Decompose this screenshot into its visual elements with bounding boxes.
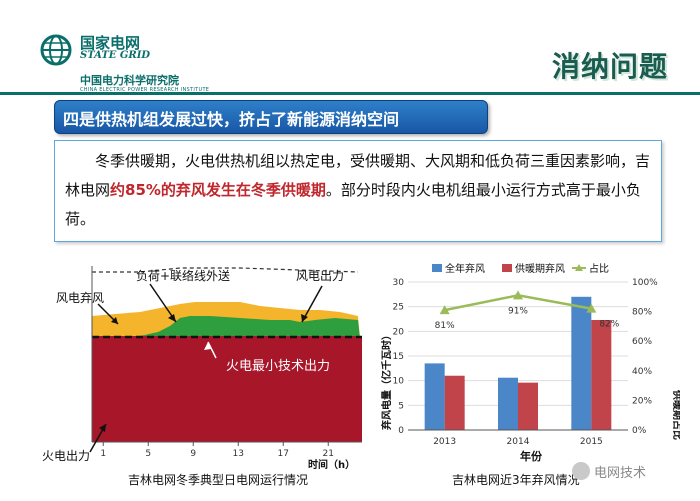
- org-name-cn: 国家电网: [80, 34, 141, 52]
- right-y2-tick-label: 100%: [632, 278, 658, 288]
- legend-marker: [575, 264, 583, 271]
- left-x-tick-label: 17: [278, 449, 289, 459]
- state-grid-logo: 国家电网 STATE GRID 中国电力科学研究院 CHINA ELECTRIC…: [40, 32, 209, 93]
- bar-annual: [498, 377, 518, 430]
- legend-swatch: [502, 264, 512, 272]
- right-caption: 吉林电网近3年弃风情况: [452, 472, 580, 487]
- right-y2-label: 供暖期占比: [671, 389, 680, 440]
- legend-swatch: [432, 264, 442, 272]
- arrow-wind-head: [301, 314, 308, 322]
- right-y2-tick-label: 40%: [632, 367, 652, 377]
- page-title: 消纳问题: [551, 50, 668, 83]
- ratio-point: [439, 305, 450, 315]
- ratio-point: [513, 290, 523, 300]
- watermark-text: 电网技术: [594, 466, 647, 481]
- label-curtail: 风电弃风: [56, 290, 104, 305]
- wechat-icon: [572, 462, 590, 480]
- right-line: 81% 91% 82%: [435, 290, 620, 331]
- ratio-data-label: 91%: [508, 306, 528, 316]
- curtailment-chart: 全年弃风 供暖期弃风 占比 81% 91% 82% 0 5 10 15 20 25 30 0% 20% 4…: [380, 262, 680, 487]
- bar-heating: [444, 375, 465, 430]
- right-x-tick-label: 2015: [580, 437, 603, 447]
- description-box: 冬季供暖期，火电供热机组以热定电，受供暖期、大风期和低负荷三重因素影响，吉林电网…: [54, 140, 662, 242]
- left-caption: 吉林电网冬季典型日电网运行情况: [128, 472, 308, 486]
- right-y-tick-label: 15: [393, 352, 404, 362]
- globe-logo-icon: [40, 34, 72, 66]
- right-y-tick-label: 25: [393, 303, 404, 313]
- institute-name-en: CHINA ELECTRIC POWER RESEARCH INSTITUTE: [80, 87, 210, 93]
- right-x-label: 年份: [520, 449, 543, 463]
- arrow-thermal-head: [99, 424, 106, 432]
- header-divider: [0, 92, 700, 95]
- left-x-tick-label: 21: [323, 449, 334, 459]
- arrow-min: [207, 341, 217, 359]
- left-x-tick-label: 1: [100, 449, 106, 459]
- daily-operation-chart: 1 5 9 13 17 21 风电弃风 负荷+联络线外送 风电出力 火电最小技术出力 火电…: [42, 266, 362, 486]
- left-x-tick-label: 9: [190, 449, 196, 459]
- left-x-label: 时间（h）: [308, 458, 355, 471]
- load-line: [92, 267, 359, 273]
- left-x-tick-label: 5: [145, 449, 151, 459]
- org-name-en: STATE GRID: [80, 50, 151, 61]
- institute-name-cn: 中国电力科学研究院: [80, 74, 179, 87]
- arrow-load-head: [168, 314, 176, 322]
- right-x-tick-label: 2013: [433, 437, 456, 447]
- bar-heating: [518, 382, 538, 430]
- arrow-min-head: [204, 342, 211, 350]
- right-y-tick-label: 20: [393, 327, 405, 337]
- right-axes: 0 5 10 15 20 25 30 0% 20% 40% 60% 80% 100% 2013 2014 20…: [393, 278, 659, 447]
- label-thermal: 火电出力: [42, 449, 90, 463]
- ratio-point: [586, 303, 597, 313]
- banner-text: 四是供热机组发展过快，挤占了新能源消纳空间: [63, 110, 400, 129]
- description-highlight: 约85%的弃风发生在冬季供暖期: [110, 181, 326, 199]
- legend-label: 供暖期弃风: [515, 262, 565, 275]
- ratio-data-label: 82%: [599, 320, 619, 330]
- wind-area: [92, 316, 360, 338]
- right-y-tick-label: 5: [398, 401, 404, 411]
- right-y-tick-label: 10: [393, 377, 405, 387]
- right-x-tick-label: 2014: [507, 437, 530, 447]
- legend-label: 全年弃风: [445, 262, 485, 275]
- watermark: 电网技术: [572, 460, 692, 484]
- thermal-area: [92, 336, 362, 442]
- right-y-tick-label: 30: [393, 278, 405, 288]
- right-y2-tick-label: 60%: [632, 337, 652, 347]
- arrow-curtail-head: [111, 317, 118, 324]
- label-min-thermal: 火电最小技术出力: [226, 359, 330, 374]
- right-y2-tick-label: 80%: [632, 308, 652, 318]
- description-paragraph: 冬季供暖期，火电供热机组以热定电，受供暖期、大风期和低负荷三重因素影响，吉林电网…: [65, 147, 655, 234]
- right-legend: 全年弃风 供暖期弃风 占比: [432, 262, 609, 275]
- label-load: 负荷+联络线外送: [136, 268, 230, 283]
- bar-annual: [424, 363, 445, 430]
- right-y-label: 弃风电量（亿千瓦时）: [380, 330, 393, 430]
- legend-label: 占比: [589, 262, 609, 275]
- label-wind: 风电出力: [296, 269, 344, 283]
- description-part1: 冬季供暖期，火电供热机组以热定电，受供暖期、大风期和低负荷三重因素影响，吉林电网: [65, 152, 651, 199]
- left-x-ticks: 1 5 9 13 17 21: [100, 442, 334, 459]
- bar-annual: [571, 296, 592, 430]
- section-banner: 四是供热机组发展过快，挤占了新能源消纳空间: [54, 100, 488, 134]
- ratio-data-label: 81%: [435, 321, 455, 331]
- right-y2-tick-label: 0%: [632, 426, 647, 436]
- right-y2-tick-label: 20%: [632, 396, 652, 406]
- left-x-tick-label: 13: [233, 449, 244, 459]
- right-y-tick-label: 0: [398, 426, 404, 436]
- right-bars: [424, 296, 612, 430]
- bar-heating: [591, 319, 612, 430]
- description-part2: 。部分时段内火电机组最小运行方式高于最小负荷。: [65, 181, 641, 228]
